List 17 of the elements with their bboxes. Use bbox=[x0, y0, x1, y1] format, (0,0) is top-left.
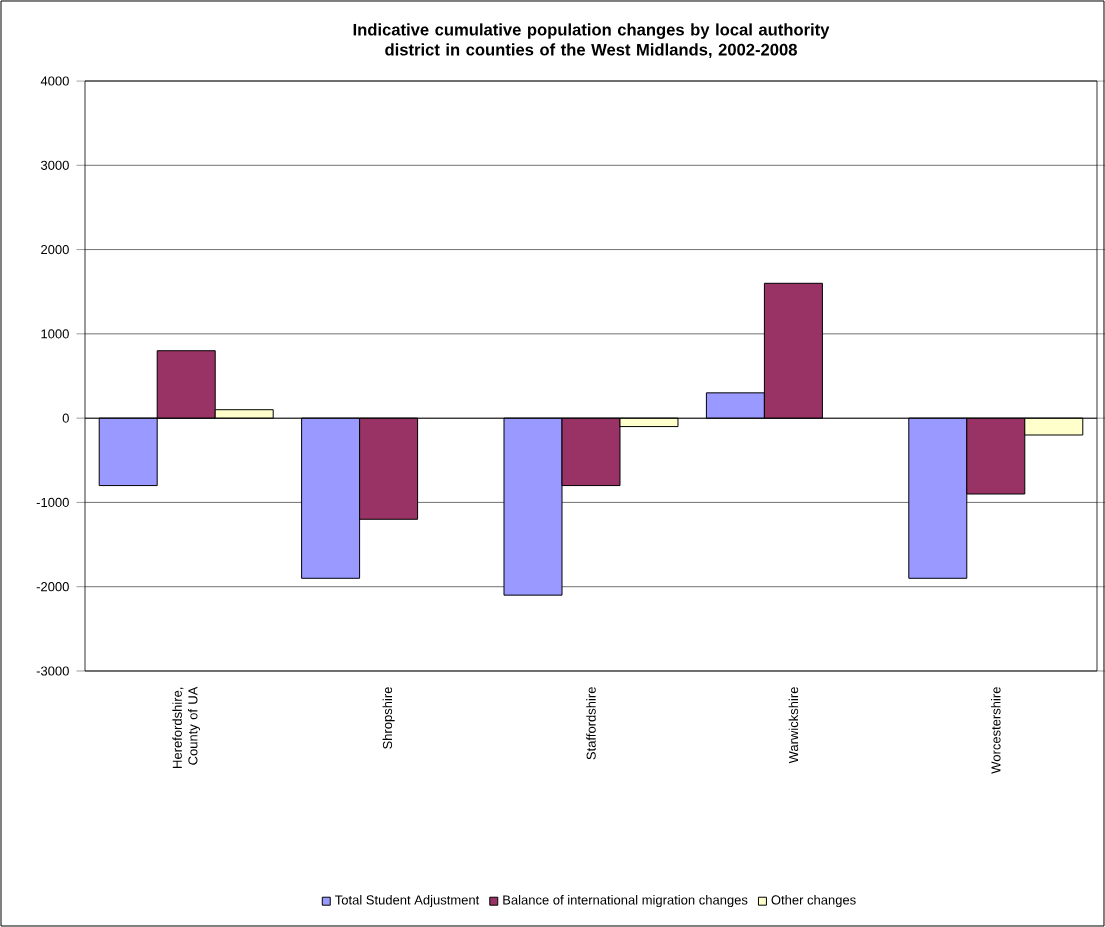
y-tick-label: -1000 bbox=[36, 497, 69, 508]
y-tick-label: 2000 bbox=[41, 244, 69, 255]
legend-label: Balance of international migration changes bbox=[503, 895, 748, 908]
x-tick-label: Herefordshire, County of UA bbox=[172, 686, 201, 768]
y-tick-label: -2000 bbox=[36, 582, 69, 592]
y-tick-label: 1000 bbox=[41, 329, 69, 339]
y-tick-label: -3000 bbox=[36, 666, 69, 676]
legend-label: Other changes bbox=[771, 895, 856, 908]
y-tick-label: 3000 bbox=[40, 160, 69, 170]
x-tick-label: Shropshire bbox=[382, 687, 395, 749]
x-tick-label: Staffordshire bbox=[586, 687, 596, 760]
y-tick-label: 4000 bbox=[40, 76, 69, 86]
legend-label: Total Student Adjustment bbox=[335, 895, 480, 908]
chart-title: Indicative cumulative population changes by local authority district in counties of the West Midlands, 2002-2008 bbox=[353, 23, 830, 58]
x-tick-label: Warwickshire bbox=[788, 687, 799, 764]
x-tick-label: Worcestershire bbox=[991, 687, 1001, 774]
y-tick-label: 0 bbox=[62, 413, 69, 423]
